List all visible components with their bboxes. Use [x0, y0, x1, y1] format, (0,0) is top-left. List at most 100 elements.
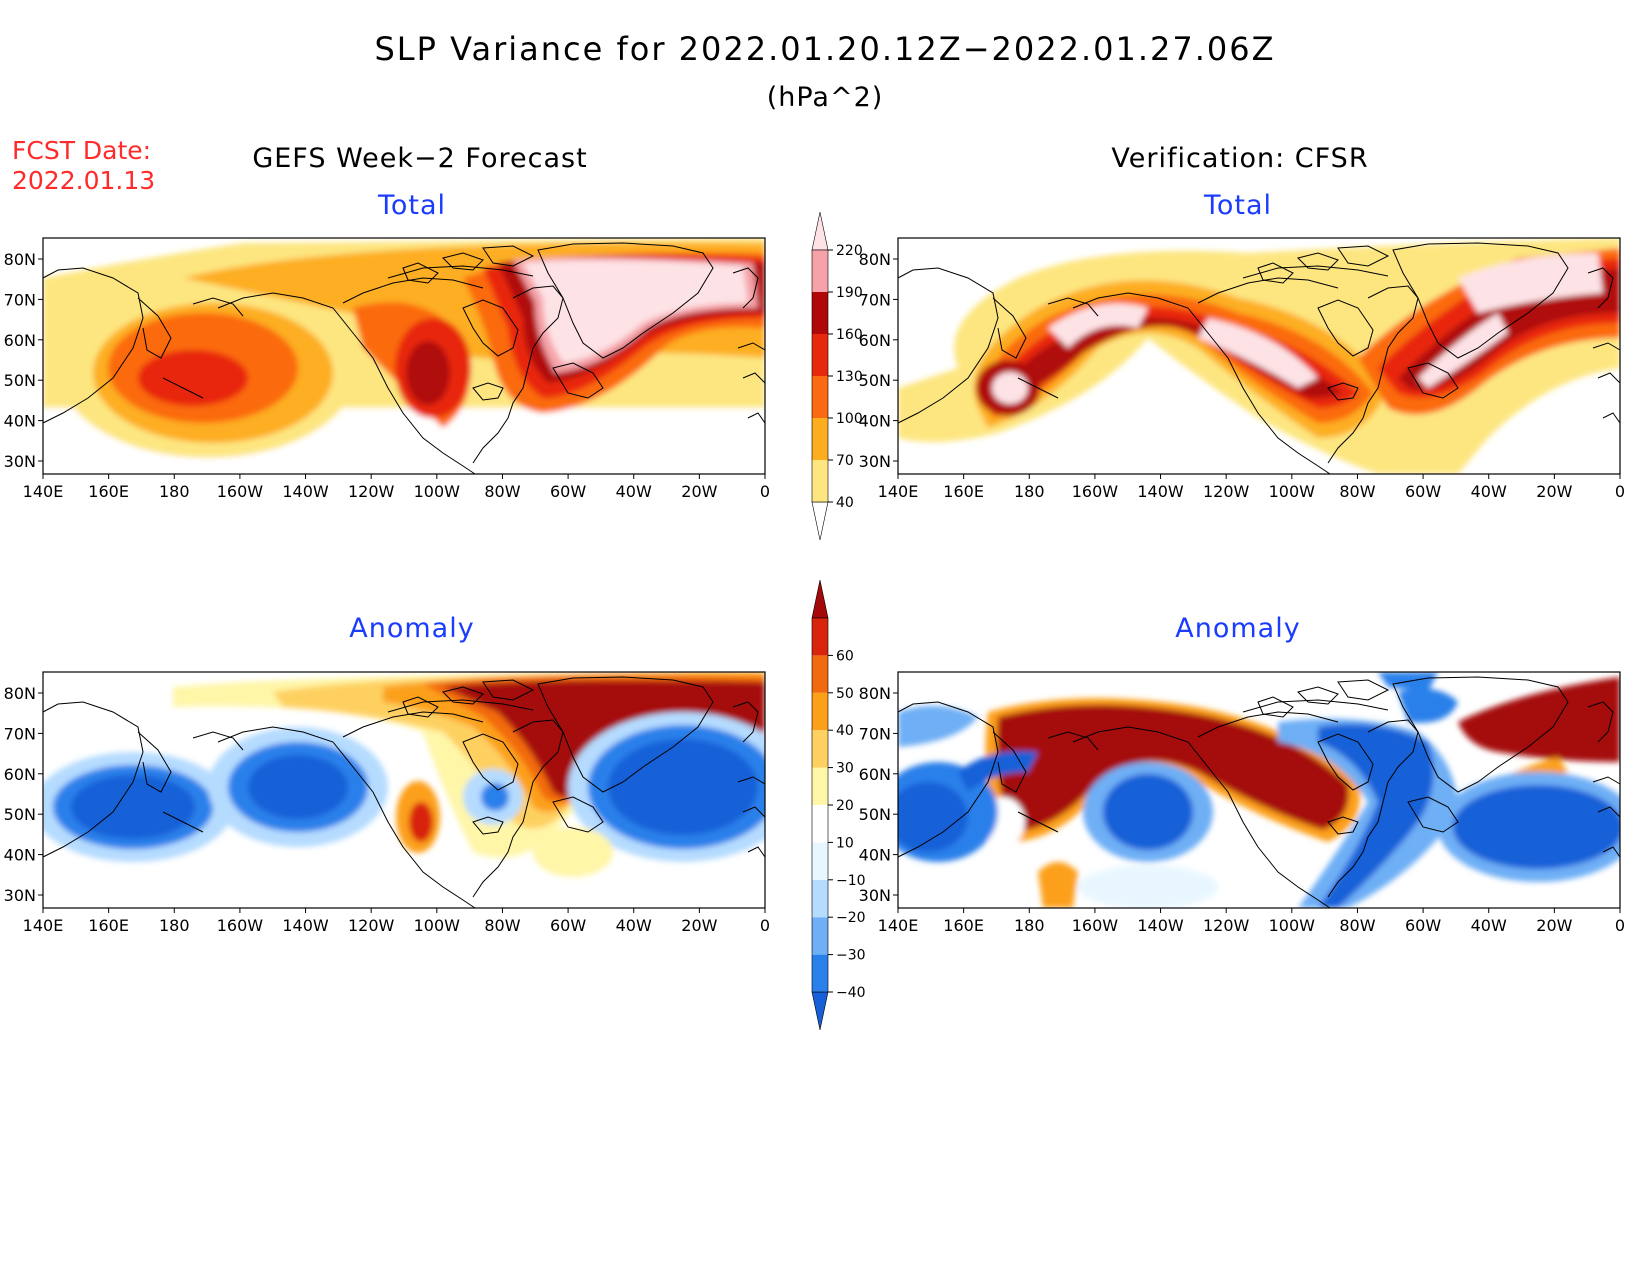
- verification-anomaly-lon-label: 180: [1014, 916, 1045, 935]
- fcst-date-label: FCST Date:: [12, 136, 152, 165]
- forecast-total-lon-label: 120W: [348, 482, 395, 501]
- verification-total-title: Total: [1203, 190, 1273, 221]
- verification-total-lon-label: 160E: [943, 482, 984, 501]
- verification-total-lat-label: 30N: [859, 452, 891, 471]
- fcst-date-value: 2022.01.13: [12, 166, 156, 195]
- colorbar-anomaly-swatch: [812, 842, 828, 880]
- colorbar-anomaly-swatch: [812, 730, 828, 768]
- forecast-total-lon-label: 140W: [282, 482, 329, 501]
- verification-anomaly-lon-label: 120W: [1203, 916, 1250, 935]
- colorbar-anomaly-label: 40: [836, 723, 854, 739]
- colorbar-total-swatch: [812, 292, 828, 334]
- colorbar-anomaly-label: −10: [836, 873, 866, 889]
- forecast-total-lon-label: 180: [159, 482, 190, 501]
- verification-total-lon-label: 60W: [1405, 482, 1441, 501]
- forecast-total-lon-label: 60W: [550, 482, 586, 501]
- forecast-anomaly-lon-label: 160E: [88, 916, 129, 935]
- verification-anomaly-map: [897, 671, 1621, 909]
- verification-anomaly-lat-label: 40N: [859, 846, 891, 865]
- colorbar-total-swatch: [812, 334, 828, 376]
- colorbar-total-label: 190: [836, 285, 863, 301]
- forecast-total-lat-label: 70N: [4, 290, 36, 309]
- forecast-anomaly-lon-label: 60W: [550, 916, 586, 935]
- forecast-anomaly-title: Anomaly: [349, 613, 475, 644]
- colorbar-anomaly-swatch: [812, 618, 828, 656]
- colorbar-total-label: 130: [836, 369, 863, 385]
- colorbar-anomaly-label: 20: [836, 798, 854, 814]
- verification-anomaly-lon-label: 160E: [943, 916, 984, 935]
- colorbar-anomaly-swatch: [812, 767, 828, 805]
- units-label: (hPa^2): [766, 82, 884, 113]
- verification-total-lon-label: 180: [1014, 482, 1045, 501]
- colorbar-total-label: 70: [836, 453, 854, 469]
- forecast-total-lon-label: 160E: [88, 482, 129, 501]
- forecast-anomaly-lon-label: 120W: [348, 916, 395, 935]
- colorbar-anomaly-label: −40: [836, 985, 866, 1001]
- colorbar-anomaly-bottom-cap: [811, 991, 829, 1031]
- forecast-anomaly-lat-label: 30N: [4, 886, 36, 905]
- forecast-anomaly-lon-label: 140E: [23, 916, 64, 935]
- forecast-anomaly-lon-label: 80W: [484, 916, 520, 935]
- verification-total-lon-label: 20W: [1536, 482, 1572, 501]
- colorbar-anomaly-swatch: [812, 954, 828, 992]
- colorbar-total-swatch: [812, 460, 828, 502]
- verification-anomaly-lon-label: 140E: [878, 916, 919, 935]
- colorbar-total-label: 100: [836, 411, 863, 427]
- verification-total-lon-label: 140W: [1137, 482, 1184, 501]
- forecast-anomaly-lon-label: 20W: [681, 916, 717, 935]
- forecast-total-lat-label: 50N: [4, 371, 36, 390]
- verification-anomaly-lon-label: 140W: [1137, 916, 1184, 935]
- forecast-total-lon-label: 140E: [23, 482, 64, 501]
- colorbar-anomaly-label: −30: [836, 948, 866, 964]
- forecast-anomaly-lat-label: 80N: [4, 684, 36, 703]
- forecast-total-lon-label: 20W: [681, 482, 717, 501]
- forecast-total-lon-label: 100W: [414, 482, 461, 501]
- verification-anomaly-lon-label: 80W: [1339, 916, 1375, 935]
- verification-anomaly-lat-label: 50N: [859, 805, 891, 824]
- forecast-total-lat-label: 80N: [4, 250, 36, 269]
- colorbar-total-label: 160: [836, 327, 863, 343]
- forecast-anomaly-lat-label: 70N: [4, 724, 36, 743]
- forecast-total-lon-label: 80W: [484, 482, 520, 501]
- colorbar-anomaly-label: 30: [836, 761, 854, 777]
- verification-anomaly-lon-label: 60W: [1405, 916, 1441, 935]
- verification-total-lon-label: 140E: [878, 482, 919, 501]
- verification-anomaly-lon-label: 0: [1615, 916, 1625, 935]
- forecast-total-lat-label: 40N: [4, 412, 36, 431]
- colorbar-total: 40 70 100 130 160 190 220: [811, 211, 863, 541]
- colorbar-total-label: 40: [836, 495, 854, 511]
- verification-anomaly-lat-label: 30N: [859, 886, 891, 905]
- forecast-anomaly-lon-label: 0: [760, 916, 770, 935]
- colorbar-anomaly-top-cap: [811, 579, 829, 619]
- verification-total-lat-label: 70N: [859, 290, 891, 309]
- forecast-total-lon-label: 0: [760, 482, 770, 501]
- forecast-heading: GEFS Week−2 Forecast: [252, 143, 588, 174]
- main-title: SLP Variance for 2022.01.20.12Z−2022.01.…: [374, 30, 1276, 68]
- colorbar-total-swatch: [812, 418, 828, 460]
- forecast-anomaly-lon-label: 100W: [414, 916, 461, 935]
- map-axes: 140E 160E 180 160W 140W 120W 100W 80W 60W 40W 20W 0…: [4, 250, 1625, 935]
- colorbar-anomaly-label: −20: [836, 910, 866, 926]
- forecast-anomaly-lon-label: 40W: [616, 916, 652, 935]
- verification-anomaly-lon-label: 100W: [1269, 916, 1316, 935]
- forecast-total-lat-label: 30N: [4, 452, 36, 471]
- colorbar-total-swatch: [812, 250, 828, 292]
- verification-total-lon-label: 160W: [1072, 482, 1119, 501]
- forecast-anomaly-lon-label: 180: [159, 916, 190, 935]
- colorbar-anomaly-swatch: [812, 805, 828, 843]
- forecast-anomaly-map: [42, 671, 766, 909]
- forecast-total-map: [42, 237, 766, 475]
- colorbar-anomaly-swatch: [812, 879, 828, 918]
- verification-anomaly-lon-label: 160W: [1072, 916, 1119, 935]
- forecast-total-lat-label: 60N: [4, 331, 36, 350]
- forecast-anomaly-lon-label: 140W: [282, 916, 329, 935]
- verification-total-lat-label: 50N: [859, 371, 891, 390]
- verification-anomaly-lat-label: 60N: [859, 765, 891, 784]
- colorbar-anomaly-swatch: [812, 917, 828, 955]
- verification-total-map: [897, 237, 1621, 475]
- colorbar-anomaly-swatch: [812, 692, 828, 731]
- colorbar-anomaly-label: 60: [836, 648, 854, 664]
- verification-total-lon-label: 100W: [1269, 482, 1316, 501]
- forecast-total-title: Total: [377, 190, 447, 221]
